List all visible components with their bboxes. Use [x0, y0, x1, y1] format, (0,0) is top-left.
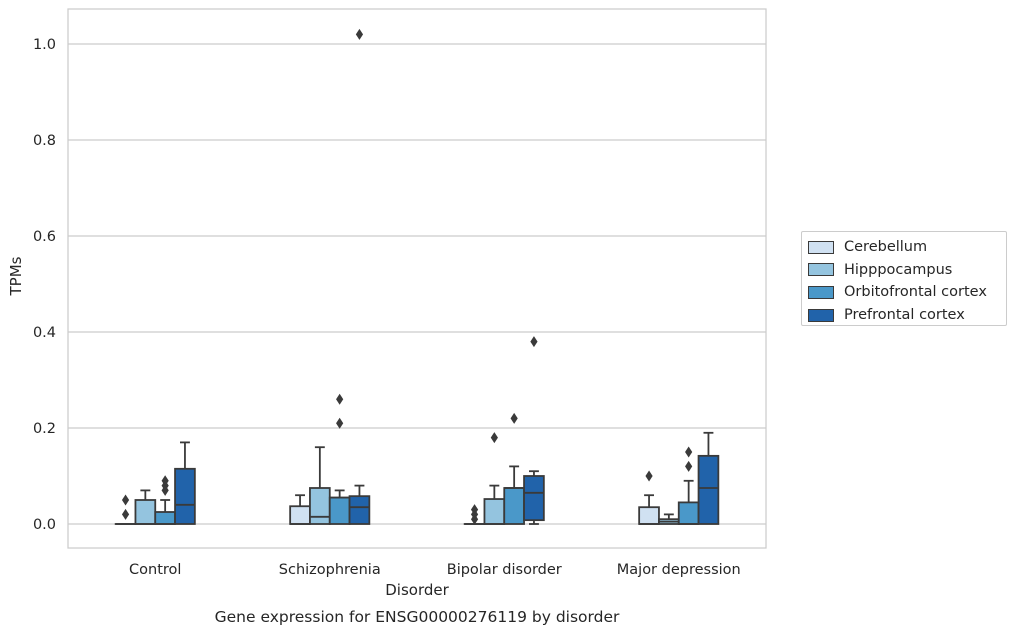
box-body [174, 467, 196, 525]
box-cerebellum [463, 504, 486, 525]
box-body [134, 499, 157, 525]
outlier-point [470, 504, 479, 516]
outlier-point [530, 336, 538, 348]
x-axis-label: Disorder [385, 581, 449, 599]
box-cerebellum [289, 494, 311, 525]
outlier-point [685, 446, 693, 458]
chart-title: Gene expression for ENSG00000276119 by d… [215, 608, 620, 626]
y-tick-label: 0.8 [33, 133, 56, 149]
box-body [503, 487, 525, 525]
legend-item: Cerebellum [808, 236, 1006, 259]
legend-item: Prefrontal cortex [808, 304, 1006, 327]
box-hipppocampus [483, 432, 506, 525]
box-body [638, 506, 660, 525]
outlier-point [490, 432, 498, 444]
legend-swatch [808, 308, 834, 322]
outlier-point [161, 475, 169, 487]
y-axis-label: TPMs [7, 256, 25, 296]
legend-label: Hipppocampus [844, 261, 953, 278]
box-prefrontal-cortex [523, 336, 545, 525]
box-hipppocampus [658, 513, 680, 525]
outlier-point [510, 412, 518, 424]
plot-area-frame [67, 8, 767, 549]
x-tick-label: Major depression [617, 562, 741, 578]
legend: Cerebellum Hipppocampus Orbitofrontal cort… [801, 231, 1007, 326]
box-prefrontal-cortex [174, 441, 196, 525]
box-orbitofrontal-cortex [677, 446, 700, 525]
legend-swatch [808, 263, 834, 277]
x-tick-label: Bipolar disorder [447, 562, 562, 578]
box-body [309, 487, 331, 525]
box-orbitofrontal-cortex [328, 393, 351, 525]
legend-label: Orbitofrontal cortex [844, 284, 987, 301]
legend-item: Hipppocampus [808, 259, 1006, 282]
legend-swatch [808, 240, 834, 254]
outlier-point [121, 494, 130, 506]
y-tick-label: 0.4 [33, 325, 56, 341]
box-body [328, 496, 351, 525]
x-tick-labels: Control Schizophrenia Bipolar disorder Majo… [129, 562, 741, 578]
outlier-point [355, 28, 364, 40]
box-body [677, 501, 700, 525]
legend-item: Orbitofrontal cortex [808, 281, 1006, 304]
box-cerebellum [638, 470, 660, 525]
box-orbitofrontal-cortex [503, 412, 525, 525]
y-tick-label: 1.0 [33, 37, 56, 53]
box-body [289, 505, 311, 525]
box-body [483, 498, 506, 525]
legend-label: Prefrontal cortex [844, 307, 965, 324]
box-body [348, 495, 371, 525]
box-prefrontal-cortex [348, 28, 371, 525]
box-hipppocampus [134, 489, 157, 525]
outlier-point [685, 460, 693, 472]
box-cerebellum [114, 494, 137, 525]
x-tick-label: Schizophrenia [279, 562, 381, 578]
outlier-point [336, 393, 344, 405]
box-orbitofrontal-cortex [154, 475, 176, 525]
box-body [697, 454, 720, 525]
outlier-point [645, 470, 653, 482]
y-tick-label: 0.6 [33, 229, 56, 245]
legend-label: Cerebellum [844, 239, 928, 256]
box-prefrontal-cortex [697, 431, 720, 525]
outlier-point [121, 508, 130, 520]
box-hipppocampus [309, 446, 331, 525]
y-tick-label: 0.2 [33, 421, 56, 437]
legend-swatch [808, 285, 834, 299]
outlier-point [336, 417, 344, 429]
box-body [154, 511, 176, 525]
y-tick-labels: 0.0 0.2 0.4 0.6 0.8 1.0 [33, 37, 56, 533]
boxes [114, 28, 720, 525]
y-tick-label: 0.0 [33, 517, 56, 533]
gridlines [68, 43, 766, 525]
x-tick-label: Control [129, 562, 181, 578]
box-body [523, 475, 545, 522]
